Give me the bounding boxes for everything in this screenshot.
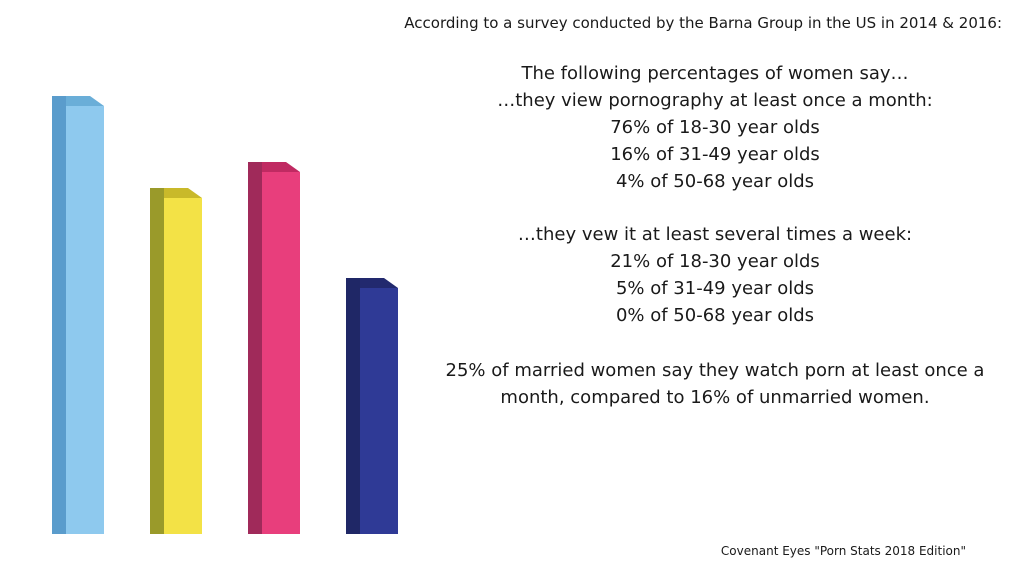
monthly-stat: 4% of 50-68 year olds — [615, 171, 815, 192]
light-blue-bar — [52, 96, 104, 534]
married-stat-line: month, compared to 16% of unmarried wome… — [500, 387, 930, 408]
pink-bar — [248, 162, 300, 534]
source-credit: Covenant Eyes "Porn Stats 2018 Edition" — [720, 544, 966, 558]
weekly-lead: …they vew it at least several times a we… — [517, 224, 913, 245]
survey-statistics: The following percentages of women say… … — [410, 60, 1020, 411]
married-stat-line: 25% of married women say they watch porn… — [445, 360, 985, 381]
weekly-stat: 5% of 31-49 year olds — [615, 278, 815, 299]
dark-blue-bar — [346, 278, 398, 534]
weekly-stat: 0% of 50-68 year olds — [615, 305, 815, 326]
monthly-stat: 16% of 31-49 year olds — [610, 144, 820, 165]
monthly-stat: 76% of 18-30 year olds — [610, 117, 820, 138]
weekly-stat: 21% of 18-30 year olds — [610, 251, 820, 272]
statement-heading: The following percentages of women say… — [521, 63, 909, 84]
monthly-lead: …they view pornography at least once a m… — [497, 90, 933, 111]
yellow-bar — [150, 188, 202, 534]
decorative-bars-illustration — [52, 96, 398, 534]
survey-intro: According to a survey conducted by the B… — [404, 14, 1002, 32]
